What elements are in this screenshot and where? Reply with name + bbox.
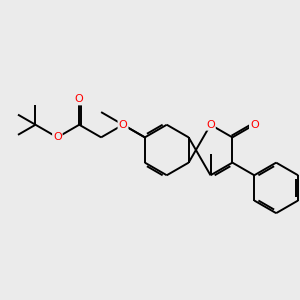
Text: O: O [118,120,127,130]
Text: O: O [250,120,259,130]
Text: O: O [53,132,62,142]
Text: O: O [75,94,84,104]
Text: O: O [118,120,127,130]
Text: O: O [206,120,215,130]
